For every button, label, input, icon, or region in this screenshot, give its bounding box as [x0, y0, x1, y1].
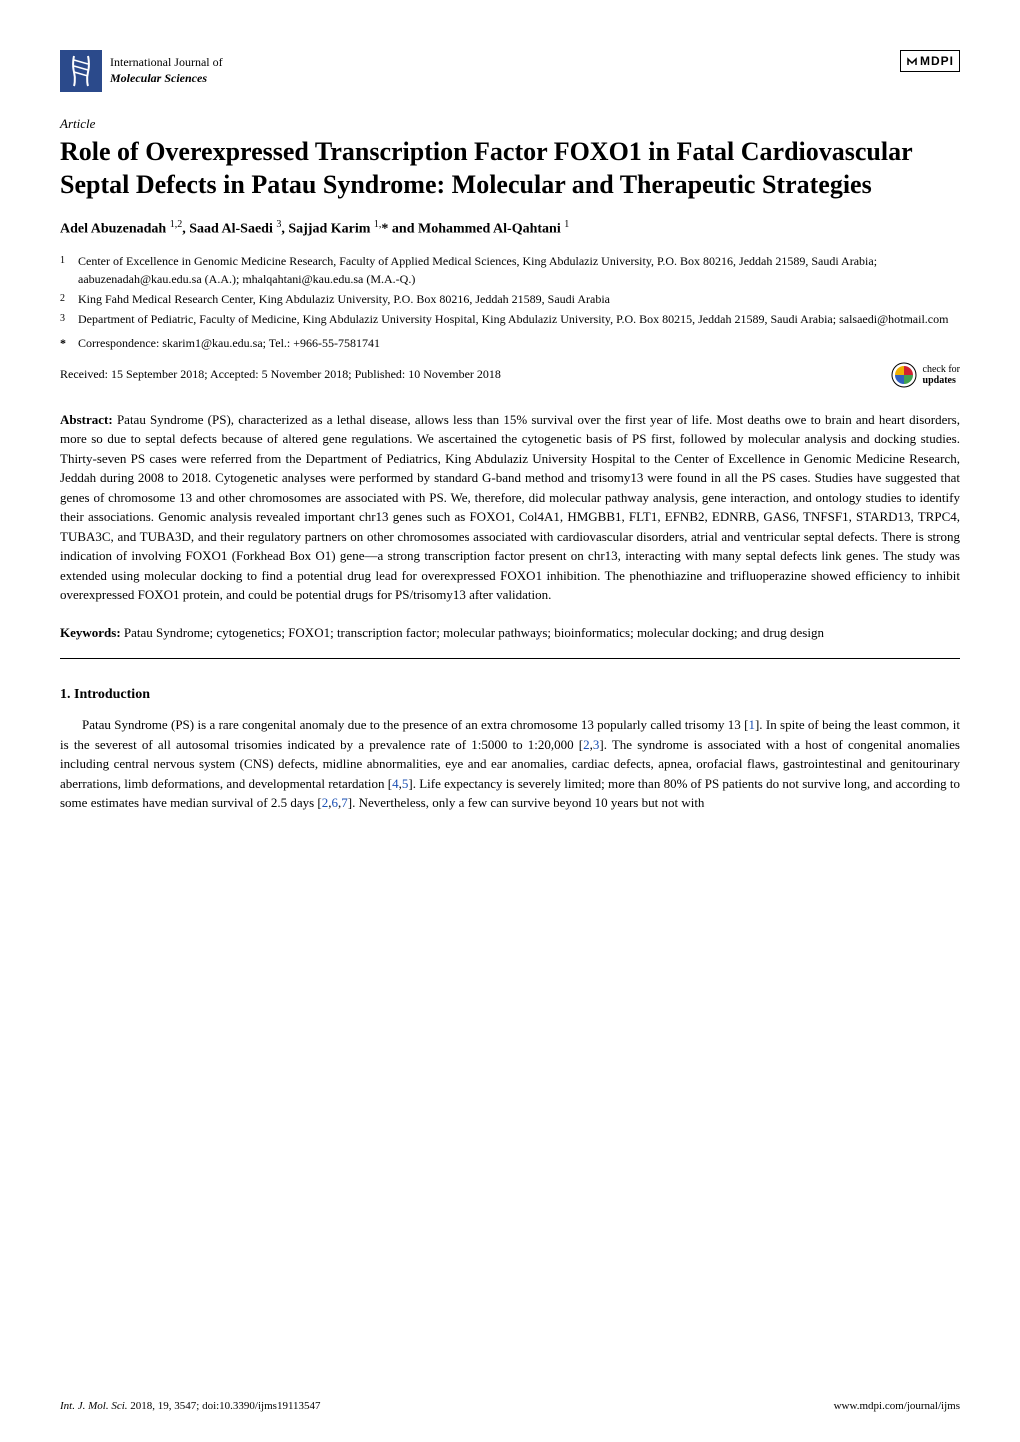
page-footer: Int. J. Mol. Sci. 2018, 19, 3547; doi:10…: [60, 1400, 960, 1412]
journal-line2: Molecular Sciences: [110, 71, 223, 87]
journal-block: International Journal of Molecular Scien…: [60, 50, 223, 92]
publisher-logo: MDPI: [900, 50, 960, 72]
footer-citation: 2018, 19, 3547; doi:10.3390/ijms19113547: [128, 1400, 321, 1412]
section-1-heading: 1. Introduction: [60, 687, 960, 703]
affiliation-text: Department of Pediatric, Faculty of Medi…: [78, 312, 948, 326]
correspondence-list: * Correspondence: skarim1@kau.edu.sa; Te…: [60, 334, 960, 352]
keywords-text: Patau Syndrome; cytogenetics; FOXO1; tra…: [124, 625, 824, 640]
footer-journal: Int. J. Mol. Sci.: [60, 1400, 128, 1412]
journal-title: International Journal of Molecular Scien…: [110, 55, 223, 86]
mdpi-mark-icon: [906, 55, 918, 67]
keywords-label: Keywords:: [60, 625, 121, 640]
abstract-text: Patau Syndrome (PS), characterized as a …: [60, 412, 960, 603]
check-updates-badge[interactable]: check for updates: [891, 362, 960, 388]
correspondence-star-icon: *: [60, 334, 66, 352]
affiliation-number: 3: [60, 311, 65, 326]
keywords: Keywords: Patau Syndrome; cytogenetics; …: [60, 623, 960, 660]
journal-logo-icon: [60, 50, 102, 92]
footer-url[interactable]: www.mdpi.com/journal/ijms: [834, 1400, 960, 1412]
header-row: International Journal of Molecular Scien…: [60, 50, 960, 92]
updates-circle-icon: [891, 362, 917, 388]
affiliation-number: 1: [60, 253, 65, 268]
affiliation-number: 2: [60, 291, 65, 306]
dates-text: Received: 15 September 2018; Accepted: 5…: [60, 367, 501, 382]
article-title: Role of Overexpressed Transcription Fact…: [60, 136, 960, 201]
correspondence-item: * Correspondence: skarim1@kau.edu.sa; Te…: [78, 334, 960, 352]
intro-para-1: Patau Syndrome (PS) is a rare congenital…: [60, 715, 960, 813]
affiliation-text: King Fahd Medical Research Center, King …: [78, 292, 610, 306]
authors: Adel Abuzenadah 1,2, Saad Al-Saedi 3, Sa…: [60, 219, 960, 238]
updates-text: check for updates: [923, 364, 960, 386]
article-type: Article: [60, 116, 960, 132]
affiliation-item: 2King Fahd Medical Research Center, King…: [78, 290, 960, 308]
affiliation-text: Center of Excellence in Genomic Medicine…: [78, 254, 877, 286]
publisher-text: MDPI: [920, 54, 954, 68]
correspondence-text: Correspondence: skarim1@kau.edu.sa; Tel.…: [78, 336, 380, 350]
abstract: Abstract: Patau Syndrome (PS), character…: [60, 410, 960, 605]
affiliations-list: 1 Center of Excellence in Genomic Medicin…: [60, 252, 960, 328]
updates-line1: check for: [923, 364, 960, 375]
updates-line2: updates: [923, 375, 960, 386]
journal-line1: International Journal of: [110, 55, 223, 71]
affiliation-item: 1Center of Excellence in Genomic Medicin…: [78, 252, 960, 288]
footer-left: Int. J. Mol. Sci. 2018, 19, 3547; doi:10…: [60, 1400, 321, 1412]
dates-row: Received: 15 September 2018; Accepted: 5…: [60, 362, 960, 388]
affiliation-item: 3Department of Pediatric, Faculty of Med…: [78, 310, 960, 328]
abstract-label: Abstract:: [60, 412, 113, 427]
